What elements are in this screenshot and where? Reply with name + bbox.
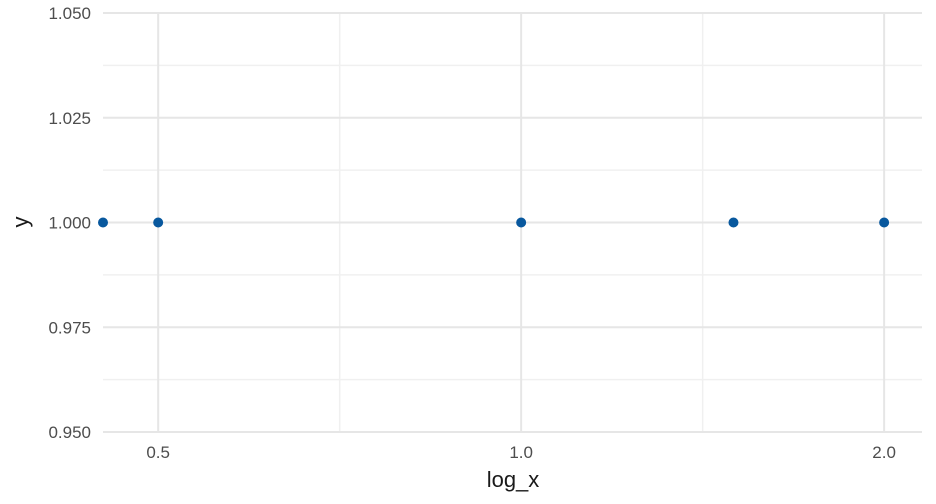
grid-lines xyxy=(103,12,922,433)
data-points xyxy=(98,217,890,228)
y-axis-title: y xyxy=(8,217,33,228)
x-axis-title: log_x xyxy=(487,467,540,492)
y-tick-label: 0.975 xyxy=(48,318,91,337)
data-point xyxy=(879,217,890,228)
data-point xyxy=(728,217,739,228)
x-tick-label: 0.5 xyxy=(146,443,170,462)
y-tick-label: 1.000 xyxy=(48,214,91,233)
y-tick-label: 1.025 xyxy=(48,109,91,128)
y-tick-label: 0.950 xyxy=(48,423,91,442)
x-tick-label: 1.0 xyxy=(509,443,533,462)
data-point xyxy=(153,217,164,228)
y-tick-label: 1.050 xyxy=(48,4,91,23)
tick-labels: 0.950 0.975 1.000 1.025 1.050 0.5 1.0 2.0 xyxy=(48,4,895,462)
data-point xyxy=(516,217,527,228)
x-tick-label: 2.0 xyxy=(872,443,896,462)
data-point xyxy=(98,217,108,228)
